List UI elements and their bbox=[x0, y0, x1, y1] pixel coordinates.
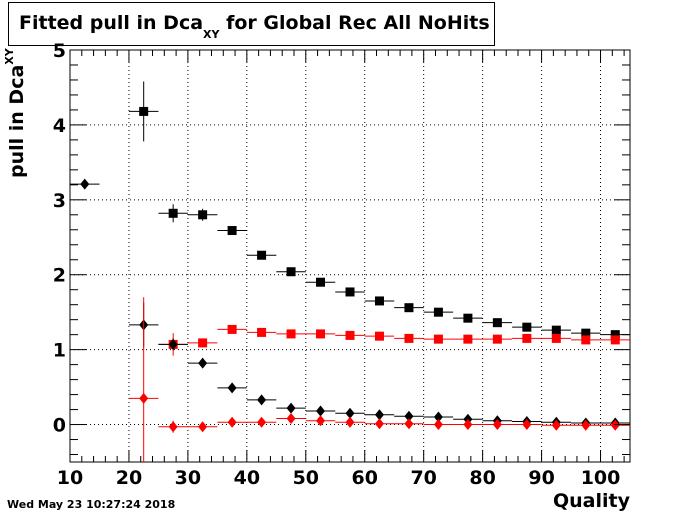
square-marker bbox=[345, 287, 355, 297]
square-marker bbox=[551, 325, 561, 335]
plot-frame bbox=[69, 49, 631, 463]
diamond-marker bbox=[581, 419, 591, 431]
square-marker bbox=[374, 296, 384, 306]
ylabel-main: pull in Dca bbox=[6, 64, 28, 178]
diamond-marker bbox=[257, 394, 267, 406]
square-marker bbox=[316, 277, 326, 287]
x-tick-label: 40 bbox=[234, 467, 260, 489]
diamond-marker bbox=[227, 382, 237, 394]
x-tick-label: 80 bbox=[469, 467, 495, 489]
x-tick-label: 60 bbox=[352, 467, 378, 489]
diamond-marker bbox=[374, 418, 384, 430]
y-axis-label: pull in DcaXY bbox=[3, 48, 28, 178]
x-tick-label: 70 bbox=[410, 467, 436, 489]
square-marker bbox=[345, 330, 355, 340]
series-3 bbox=[128, 297, 630, 462]
diamond-marker bbox=[610, 419, 620, 431]
square-marker bbox=[227, 324, 237, 334]
x-tick-label: 50 bbox=[293, 467, 319, 489]
x-tick-label: 10 bbox=[57, 467, 83, 489]
diamond-marker bbox=[433, 411, 443, 423]
square-marker bbox=[404, 303, 414, 313]
x-tick-label: 90 bbox=[528, 467, 554, 489]
series-0 bbox=[128, 81, 630, 340]
ylabel-subscript: XY bbox=[3, 48, 16, 65]
y-tick-label: 3 bbox=[53, 190, 66, 212]
series-2 bbox=[70, 178, 630, 429]
diamond-marker bbox=[551, 419, 561, 431]
date-stamp: Wed May 23 10:27:24 2018 bbox=[7, 498, 176, 511]
square-marker bbox=[227, 226, 237, 236]
square-marker bbox=[404, 333, 414, 343]
title-subscript: XY bbox=[203, 28, 220, 41]
square-marker bbox=[433, 334, 443, 344]
square-marker bbox=[492, 334, 502, 344]
square-marker bbox=[463, 313, 473, 323]
data-series bbox=[70, 81, 630, 462]
square-marker bbox=[198, 338, 208, 348]
diamond-marker bbox=[433, 419, 443, 431]
diamond-marker bbox=[257, 416, 267, 428]
diamond-marker bbox=[198, 357, 208, 369]
diamond-marker bbox=[80, 178, 90, 190]
diamond-marker bbox=[404, 410, 414, 422]
diamond-marker bbox=[316, 415, 326, 427]
x-tick-label: 30 bbox=[175, 467, 201, 489]
series-1 bbox=[158, 324, 630, 356]
grid-lines bbox=[70, 50, 630, 462]
square-marker bbox=[610, 335, 620, 345]
square-marker bbox=[522, 322, 532, 332]
square-marker bbox=[463, 334, 473, 344]
diamond-marker bbox=[463, 419, 473, 431]
square-marker bbox=[433, 307, 443, 317]
square-marker bbox=[257, 327, 267, 337]
x-axis-label: Quality bbox=[553, 490, 630, 512]
diamond-marker bbox=[345, 416, 355, 428]
square-marker bbox=[139, 106, 149, 116]
diamond-marker bbox=[139, 392, 149, 404]
title-rest: for Global Rec All NoHits bbox=[219, 12, 490, 34]
square-marker bbox=[581, 335, 591, 345]
plot-border bbox=[69, 49, 631, 463]
diamond-marker bbox=[316, 405, 326, 417]
square-marker bbox=[581, 328, 591, 338]
diamond-marker bbox=[404, 418, 414, 430]
diamond-marker bbox=[492, 419, 502, 431]
y-tick-label: 5 bbox=[53, 40, 66, 62]
axis-ticks: 10 20 30 40 50 60 70 80 90 100 0 1 2 3 4 5 bbox=[53, 40, 630, 489]
diamond-marker bbox=[345, 407, 355, 419]
diamond-marker bbox=[374, 409, 384, 421]
diamond-marker bbox=[168, 421, 178, 433]
square-marker bbox=[198, 210, 208, 220]
y-tick-label: 1 bbox=[53, 340, 66, 362]
diamond-marker bbox=[286, 402, 296, 414]
square-marker bbox=[610, 330, 620, 340]
y-tick-label: 2 bbox=[53, 265, 66, 287]
title-box: Fitted pull in DcaXY for Global Rec All … bbox=[8, 2, 495, 46]
square-marker bbox=[374, 331, 384, 341]
diamond-marker bbox=[286, 413, 296, 425]
diamond-marker bbox=[168, 338, 178, 350]
y-tick-label: 0 bbox=[53, 415, 66, 437]
x-tick-label: 20 bbox=[116, 467, 142, 489]
square-marker bbox=[522, 333, 532, 343]
chart-title: Fitted pull in DcaXY for Global Rec All … bbox=[19, 12, 490, 41]
square-marker bbox=[551, 333, 561, 343]
diamond-marker bbox=[522, 419, 532, 431]
square-marker bbox=[492, 318, 502, 328]
diamond-marker bbox=[227, 416, 237, 428]
title-main: Fitted pull in Dca bbox=[19, 12, 204, 34]
y-tick-label: 4 bbox=[53, 115, 66, 137]
square-marker bbox=[257, 250, 267, 260]
diamond-marker bbox=[198, 421, 208, 433]
square-marker bbox=[168, 208, 178, 218]
x-tick-label: 100 bbox=[581, 467, 621, 489]
square-marker bbox=[316, 329, 326, 339]
square-marker bbox=[286, 329, 296, 339]
square-marker bbox=[286, 267, 296, 277]
